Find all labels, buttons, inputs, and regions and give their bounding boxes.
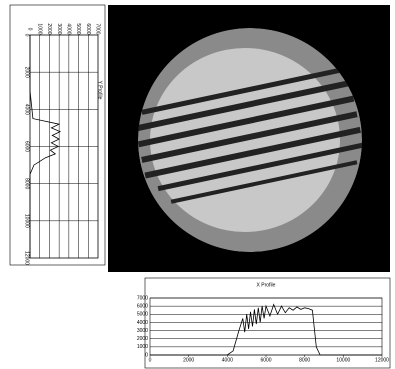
x-tick-label: 7000 [95,23,101,34]
y-tick-label: 4000 [24,104,30,115]
chart-title: X Profile [257,282,276,288]
y-tick-label: 2000 [24,67,30,78]
x-profile-frame [145,278,390,368]
x-tick-label: 0 [27,28,33,31]
x-tick-label: 8000 [299,357,310,363]
x-tick-label: 6000 [260,357,271,363]
chart-title: Y Profile [97,81,103,100]
y-tick-label: 5000 [137,312,148,318]
figure: 0200040006000800010000120000100020003000… [0,0,395,369]
x-tick-label: 2000 [46,23,52,34]
x-tick-label: 2000 [183,357,194,363]
x-tick-label: 6000 [85,23,91,34]
y-tick-label: 3000 [137,328,148,334]
y-tick-label: 12000 [24,251,30,265]
x-tick-label: 12000 [375,357,389,363]
y-tick-label: 4000 [137,320,148,326]
x-tick-label: 10000 [336,357,350,363]
y-tick-label: 2000 [137,336,148,342]
x-tick-label: 1000 [36,23,42,34]
page: {"chart_data": [ {"type": "line", "orien… [0,0,395,369]
x-tick-label: 5000 [75,23,81,34]
y-tick-label: 10000 [24,214,30,228]
y-tick-label: 0 [24,34,30,37]
x-tick-label: 0 [149,357,152,363]
x-tick-label: 4000 [222,357,233,363]
y-tick-label: 6000 [137,303,148,309]
y-tick-label: 0 [145,352,148,358]
y-tick-label: 8000 [24,178,30,189]
y-tick-label: 1000 [137,344,148,350]
y-tick-label: 6000 [24,141,30,152]
x-tick-label: 3000 [56,23,62,34]
y-tick-label: 7000 [137,295,148,301]
x-tick-label: 4000 [66,23,72,34]
